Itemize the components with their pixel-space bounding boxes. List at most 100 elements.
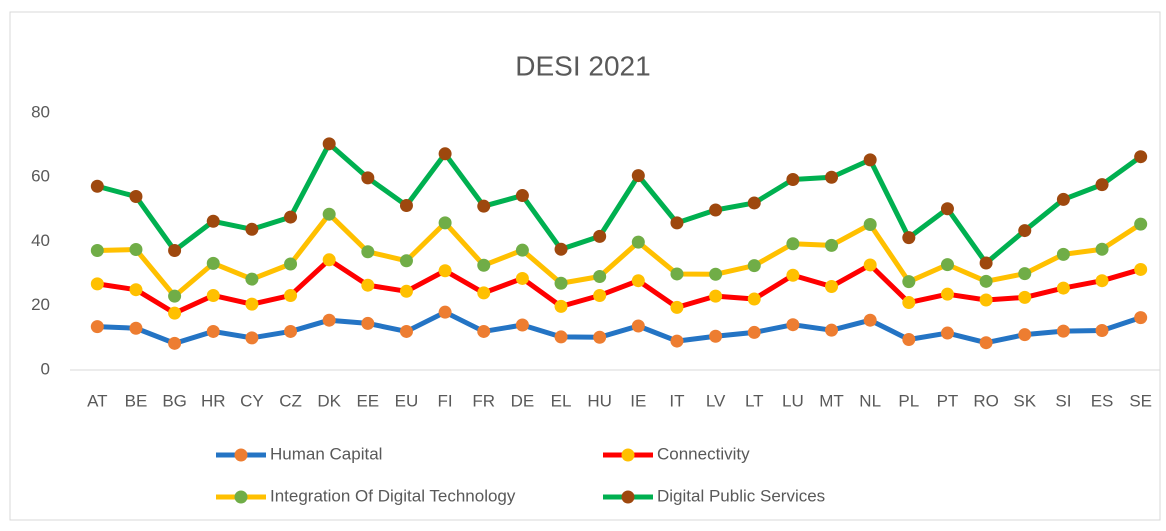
x-tick-label: HU xyxy=(587,391,612,410)
data-point xyxy=(206,256,220,270)
data-point xyxy=(554,242,568,256)
data-point xyxy=(1056,281,1070,295)
data-point xyxy=(90,320,104,334)
x-tick-label: NL xyxy=(859,391,881,410)
y-tick-label: 20 xyxy=(31,295,50,314)
data-point xyxy=(747,259,761,273)
data-point xyxy=(361,245,375,259)
data-point xyxy=(709,289,723,303)
data-point xyxy=(786,268,800,282)
data-point xyxy=(245,272,259,286)
data-point xyxy=(129,321,143,335)
data-point xyxy=(670,300,684,314)
data-point xyxy=(399,284,413,298)
data-point xyxy=(399,199,413,213)
data-point xyxy=(825,323,839,337)
data-point xyxy=(863,217,877,231)
data-point xyxy=(168,289,182,303)
y-tick-label: 40 xyxy=(31,231,50,250)
data-point xyxy=(245,331,259,345)
data-point xyxy=(1095,274,1109,288)
x-tick-label: PL xyxy=(898,391,919,410)
data-point xyxy=(863,313,877,327)
data-point xyxy=(322,207,336,221)
data-point xyxy=(361,171,375,185)
x-tick-label: SK xyxy=(1013,391,1036,410)
x-tick-label: RO xyxy=(973,391,999,410)
x-tick-label: EL xyxy=(551,391,572,410)
data-point xyxy=(206,324,220,338)
legend-label: Integration Of Digital Technology xyxy=(270,486,516,505)
data-point xyxy=(1056,324,1070,338)
data-point xyxy=(168,306,182,320)
data-point xyxy=(979,274,993,288)
data-point xyxy=(902,332,916,346)
data-point xyxy=(90,243,104,257)
legend-marker xyxy=(234,490,248,504)
data-point xyxy=(1134,217,1148,231)
x-tick-label: SE xyxy=(1129,391,1152,410)
data-point xyxy=(863,258,877,272)
data-point xyxy=(940,287,954,301)
data-point xyxy=(168,243,182,257)
data-point xyxy=(1056,247,1070,261)
legend-marker xyxy=(234,448,248,462)
data-point xyxy=(284,257,298,271)
x-tick-label: IE xyxy=(630,391,646,410)
data-point xyxy=(593,330,607,344)
data-point xyxy=(90,277,104,291)
data-point xyxy=(1095,323,1109,337)
x-tick-label: FI xyxy=(438,391,453,410)
data-point xyxy=(168,336,182,350)
data-point xyxy=(670,216,684,230)
y-tick-label: 60 xyxy=(31,167,50,186)
data-point xyxy=(438,216,452,230)
data-point xyxy=(940,258,954,272)
data-point xyxy=(515,189,529,203)
x-tick-label: EU xyxy=(395,391,419,410)
x-tick-label: CZ xyxy=(279,391,302,410)
x-tick-label: DE xyxy=(511,391,535,410)
data-point xyxy=(361,278,375,292)
legend-marker xyxy=(621,448,635,462)
data-point xyxy=(1134,150,1148,164)
x-tick-label: FR xyxy=(472,391,495,410)
data-point xyxy=(902,275,916,289)
data-point xyxy=(670,334,684,348)
y-tick-label: 80 xyxy=(31,102,50,121)
data-point xyxy=(1095,242,1109,256)
data-point xyxy=(322,137,336,151)
legend-label: Human Capital xyxy=(270,444,382,463)
x-tick-label: IT xyxy=(669,391,684,410)
data-point xyxy=(90,179,104,193)
data-point xyxy=(709,203,723,217)
data-point xyxy=(1095,178,1109,192)
data-point xyxy=(284,324,298,338)
data-point xyxy=(245,222,259,236)
data-point xyxy=(1018,267,1032,281)
data-point xyxy=(206,288,220,302)
data-point xyxy=(786,172,800,186)
data-point xyxy=(593,270,607,284)
data-point xyxy=(979,293,993,307)
data-point xyxy=(786,237,800,251)
x-tick-label: AT xyxy=(87,391,107,410)
data-point xyxy=(670,267,684,281)
data-point xyxy=(515,243,529,257)
x-tick-label: DK xyxy=(317,391,341,410)
data-point xyxy=(477,199,491,213)
data-point xyxy=(322,253,336,267)
data-point xyxy=(631,274,645,288)
data-point xyxy=(940,326,954,340)
data-point xyxy=(554,276,568,290)
series-line xyxy=(97,309,1142,346)
data-point xyxy=(940,202,954,216)
data-point xyxy=(1018,328,1032,342)
data-point xyxy=(863,153,877,167)
data-point xyxy=(1134,311,1148,325)
x-tick-label: BG xyxy=(162,391,187,410)
data-point xyxy=(825,238,839,252)
x-tick-label: LV xyxy=(706,391,726,410)
data-point xyxy=(786,318,800,332)
data-point xyxy=(438,305,452,319)
